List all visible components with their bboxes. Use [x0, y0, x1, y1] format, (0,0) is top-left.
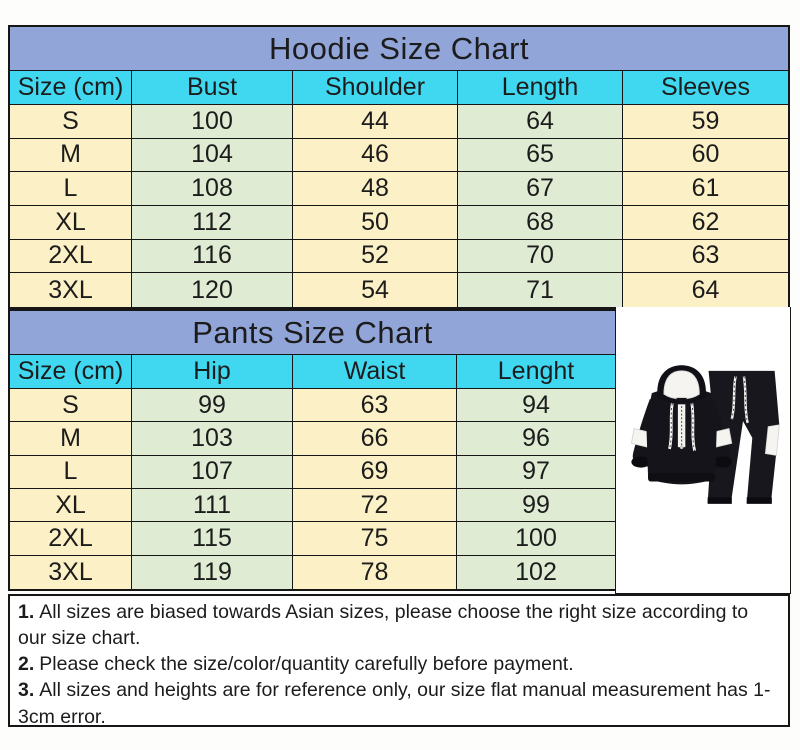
table-cell: 66: [293, 422, 457, 456]
table-cell: 104: [132, 138, 293, 173]
product-photo: [630, 365, 780, 504]
table-cell: 100: [457, 522, 615, 556]
table-cell: 94: [457, 389, 615, 423]
table-cell: 52: [293, 239, 458, 274]
table-cell: 54: [293, 273, 458, 307]
header-cell: Sleeves: [623, 71, 788, 105]
product-photo-cell: [615, 307, 791, 594]
note-number: 1.: [18, 601, 35, 623]
table-cell: 2XL: [10, 522, 132, 556]
table-cell: 59: [623, 105, 788, 139]
pants-chart-title: Pants Size Chart: [10, 311, 615, 355]
pants-table-body: S 99 63 94 M 103 66 96 L 107 69 97 XL 111 72 99 2XL 115 75…: [10, 389, 615, 589]
pants-size-table: Pants Size Chart Size (cm) Hip Waist Lenght…: [8, 309, 617, 591]
table-cell: S: [10, 389, 132, 423]
table-cell: 115: [132, 522, 293, 556]
table-cell: 78: [293, 555, 457, 589]
table-row: 3XL 119 78 102: [10, 555, 615, 589]
table-cell: 116: [132, 239, 293, 274]
table-row: L 108 48 67 61: [10, 172, 788, 206]
note-number: 2.: [18, 653, 35, 676]
table-cell: 71: [458, 273, 623, 307]
table-row: M 103 66 96: [10, 422, 615, 456]
table-cell: S: [10, 105, 132, 139]
hoodie-chart-title: Hoodie Size Chart: [10, 27, 788, 71]
table-cell: 72: [293, 488, 457, 523]
table-cell: 96: [457, 422, 615, 456]
table-cell: L: [10, 172, 132, 206]
table-cell: 3XL: [10, 555, 132, 589]
table-cell: 97: [457, 455, 615, 489]
table-row: 3XL 120 54 71 64: [10, 273, 788, 307]
note-number: 3.: [18, 679, 35, 702]
table-cell: 120: [132, 273, 293, 307]
table-cell: L: [10, 455, 132, 489]
table-cell: 61: [623, 172, 788, 206]
header-cell: Shoulder: [293, 71, 458, 105]
table-cell: 102: [457, 555, 615, 589]
table-cell: 63: [623, 239, 788, 274]
table-cell: 2XL: [10, 239, 132, 274]
header-cell: Hip: [132, 355, 293, 389]
table-cell: 63: [293, 389, 457, 423]
header-cell: Lenght: [457, 355, 615, 389]
table-cell: 46: [293, 138, 458, 173]
table-cell: 50: [293, 206, 458, 240]
table-cell: 108: [132, 172, 293, 206]
note-line-3: 3. All sizes and heights are for referenc…: [18, 677, 778, 729]
header-cell: Size (cm): [10, 71, 132, 105]
table-cell: 60: [623, 138, 788, 173]
table-cell: 103: [132, 422, 293, 456]
table-cell: 70: [458, 239, 623, 274]
table-row: XL 111 72 99: [10, 488, 615, 523]
note-text: All sizes and heights are for reference …: [18, 679, 771, 728]
table-cell: 111: [132, 488, 293, 523]
table-cell: 68: [458, 206, 623, 240]
table-cell: XL: [10, 206, 132, 240]
note-text: Please check the size/color/quantity car…: [39, 653, 574, 676]
table-cell: 99: [457, 488, 615, 523]
notes-panel: 1. All sizes are biased towards Asian siz…: [8, 594, 790, 729]
table-cell: XL: [10, 488, 132, 523]
table-cell: 100: [132, 105, 293, 139]
hoodie-graphic: [630, 365, 733, 485]
note-line-1: 1. All sizes are biased towards Asian siz…: [18, 599, 778, 651]
table-cell: 48: [293, 172, 458, 206]
table-cell: 64: [623, 273, 788, 307]
header-cell: Bust: [132, 71, 293, 105]
table-row: 2XL 115 75 100: [10, 522, 615, 556]
hoodie-table-header: Size (cm) Bust Shoulder Length Sleeves: [10, 71, 788, 105]
table-cell: M: [10, 138, 132, 173]
table-cell: 65: [458, 138, 623, 173]
header-cell: Length: [458, 71, 623, 105]
table-cell: 67: [458, 172, 623, 206]
table-row: XL 112 50 68 62: [10, 206, 788, 240]
table-row: S 99 63 94: [10, 389, 615, 423]
hoodie-table-body: S 100 44 64 59 M 104 46 65 60 L 108 48 67 61 XL 112 50 68 6…: [10, 105, 788, 307]
table-cell: 99: [132, 389, 293, 423]
table-cell: 112: [132, 206, 293, 240]
table-cell: 119: [132, 555, 293, 589]
header-cell: Size (cm): [10, 355, 132, 389]
note-text: All sizes are biased towards Asian sizes…: [18, 601, 749, 650]
table-cell: M: [10, 422, 132, 456]
table-cell: 75: [293, 522, 457, 556]
table-row: L 107 69 97: [10, 455, 615, 489]
table-cell: 62: [623, 206, 788, 240]
table-row: S 100 44 64 59: [10, 105, 788, 139]
table-row: M 104 46 65 60: [10, 138, 788, 173]
table-cell: 44: [293, 105, 458, 139]
table-cell: 64: [458, 105, 623, 139]
table-cell: 3XL: [10, 273, 132, 307]
pants-table-header: Size (cm) Hip Waist Lenght: [10, 355, 615, 389]
hoodie-size-table: Hoodie Size Chart Size (cm) Bust Shoulder L…: [8, 25, 790, 309]
table-row: 2XL 116 52 70 63: [10, 239, 788, 274]
header-cell: Waist: [293, 355, 457, 389]
table-cell: 69: [293, 455, 457, 489]
table-cell: 107: [132, 455, 293, 489]
note-line-2: 2. Please check the size/color/quantity c…: [18, 651, 778, 677]
